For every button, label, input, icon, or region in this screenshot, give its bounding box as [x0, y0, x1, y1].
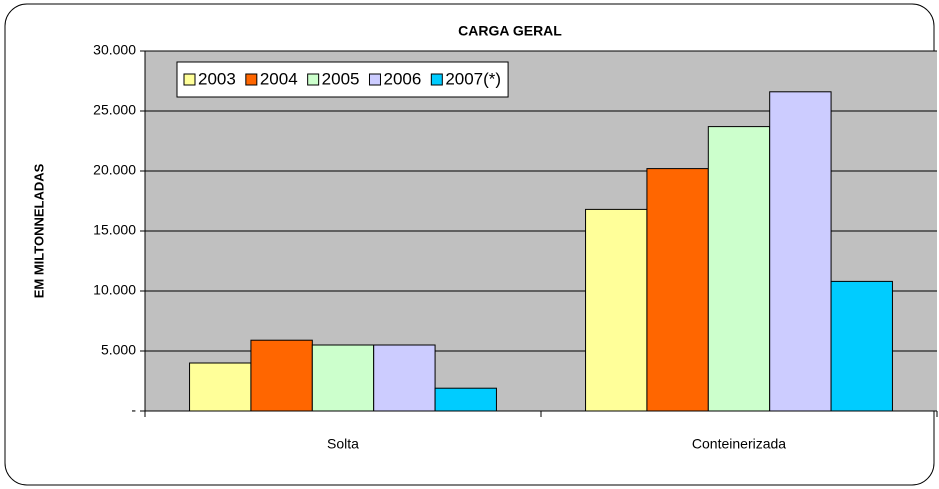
y-tick-label: 15.000: [93, 222, 136, 238]
y-tick-label: 5.000: [101, 342, 136, 358]
y-axis-label: EM MILTONNELADAS: [31, 163, 46, 298]
bar: [250, 339, 313, 412]
bar: [189, 362, 252, 412]
bar: [585, 208, 648, 412]
y-tick-label: 30.000: [93, 42, 136, 58]
legend-swatch: [183, 73, 196, 86]
legend-label: 2007(*): [445, 69, 501, 88]
legend-box: [176, 61, 509, 98]
legend-swatch: [368, 73, 381, 86]
bar: [434, 387, 497, 412]
legend-label: 2006: [383, 69, 421, 88]
bar: [707, 126, 771, 412]
bar: [373, 344, 436, 412]
x-tick-label: Solta: [327, 436, 359, 452]
legend-label: 2005: [322, 69, 360, 88]
x-tick-label: Conteinerizada: [692, 436, 786, 452]
legend-swatch: [307, 73, 320, 86]
bar: [830, 280, 893, 412]
legend-label: 2003: [198, 69, 236, 88]
legend-swatch: [245, 73, 258, 86]
bar: [769, 91, 832, 412]
legend-label: 2004: [260, 69, 298, 88]
y-tick-label: 25.000: [93, 102, 136, 118]
y-tick-label: -: [131, 402, 136, 418]
bar: [646, 168, 709, 412]
y-tick-label: 10.000: [93, 282, 136, 298]
y-tick-label: 20.000: [93, 162, 136, 178]
chart-title: CARGA GERAL: [458, 23, 562, 39]
legend-swatch: [430, 73, 443, 86]
bar: [311, 344, 375, 412]
